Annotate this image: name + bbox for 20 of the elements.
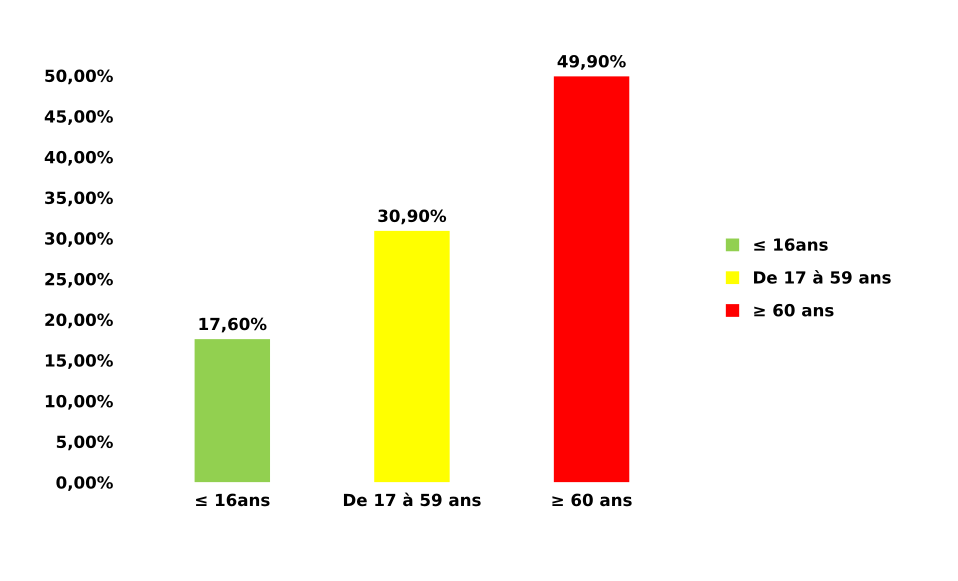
y-tick-label: 45,00% [44,110,113,125]
y-tick-label: 50,00% [45,69,113,84]
x-tick-label: ≥ 60 ans [552,494,632,506]
y-tick-label: 5,00% [56,436,113,450]
x-tick-label: ≤ 16ans [196,494,270,506]
legend-label: De 17 à 59 ans [754,270,891,284]
data-label: 30,90% [378,210,446,224]
legend-label: ≤ 16ans [754,238,828,251]
y-tick-label: 10,00% [46,394,113,410]
data-label: 17,60% [199,318,266,332]
y-tick-label: 40,00% [44,150,113,166]
y-tick-label: 30,00% [45,232,113,247]
y-tick-label: 25,00% [45,272,113,288]
y-tick-label: 0,00% [56,476,113,491]
y-tick-label: 15,00% [46,354,113,369]
legend-label: ≥ 60 ans [754,304,834,317]
y-tick-label: 35,00% [45,192,113,206]
data-label: 49,90% [558,54,626,70]
x-tick-label: De 17 à 59 ans [344,492,481,506]
y-tick-label: 20,00% [45,314,113,328]
